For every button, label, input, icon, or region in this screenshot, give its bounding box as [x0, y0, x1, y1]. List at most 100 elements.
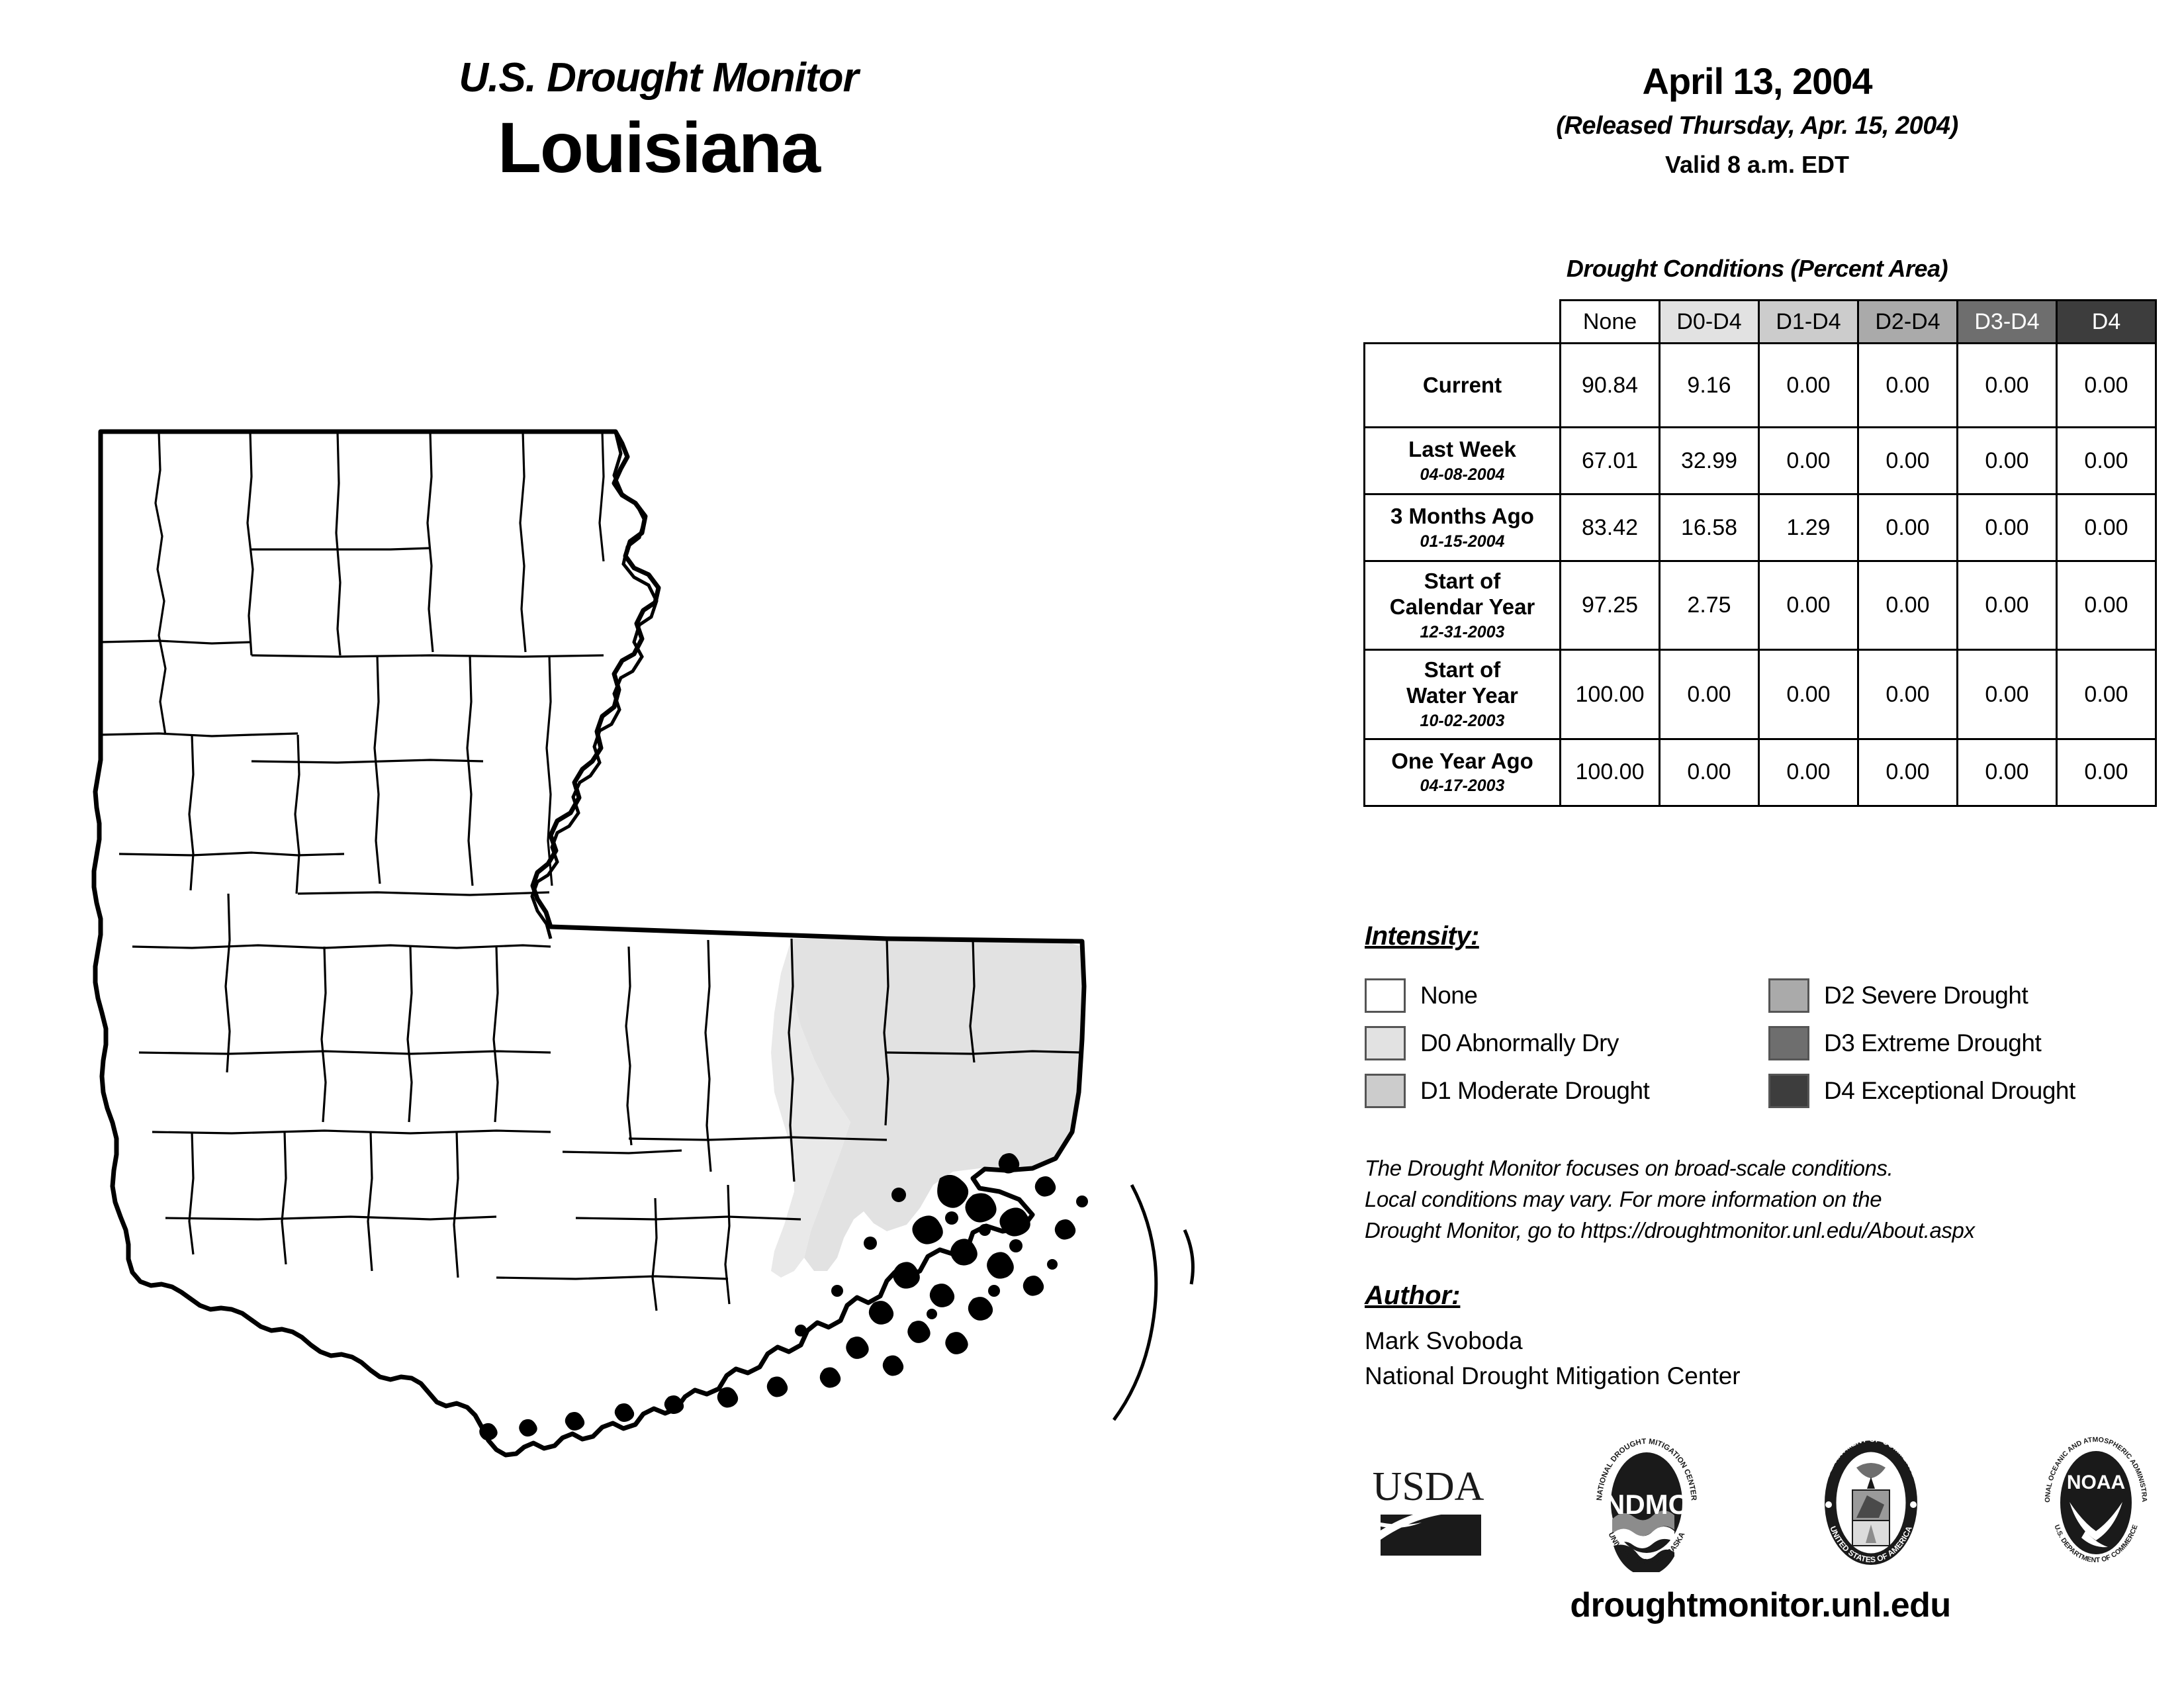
cell-1yr-none: 100.00	[1559, 737, 1661, 807]
cell-3mo-d1: 1.29	[1758, 493, 1859, 562]
cell-1yr-d3: 0.00	[1956, 737, 2058, 807]
author-name: Mark Svoboda	[1365, 1327, 1523, 1354]
legend-label-d2: D2 Severe Drought	[1824, 982, 2028, 1009]
cell-current-d4: 0.00	[2056, 342, 2157, 428]
cell-wy-d0: 0.00	[1659, 649, 1760, 740]
d0-drought-region	[771, 939, 1084, 1278]
swatch-d0-icon	[1365, 1026, 1406, 1060]
disclaimer-text: The Drought Monitor focuses on broad-sca…	[1365, 1153, 2179, 1246]
legend-label-none: None	[1420, 982, 1478, 1009]
map-panel: U.S. Drought Monitor Louisiana	[60, 55, 1317, 1463]
intensity-legend: None D2 Severe Drought D0 Abnormally Dry…	[1365, 972, 2172, 1115]
website-url: droughtmonitor.unl.edu	[1570, 1586, 1951, 1624]
disclaimer-line-1: The Drought Monitor focuses on broad-sca…	[1365, 1156, 1893, 1180]
cell-3mo-d0: 16.58	[1659, 493, 1760, 562]
col-header-d2-d4: D2-D4	[1857, 299, 1958, 344]
cell-last-week-d0: 32.99	[1659, 426, 1760, 495]
col-header-none: None	[1559, 299, 1661, 344]
row-label-start-water-year: Start of Water Year 10-02-2003	[1363, 649, 1561, 740]
legend-item-d2: D2 Severe Drought	[1768, 978, 2172, 1013]
col-header-d0-d4: D0-D4	[1659, 299, 1760, 344]
cell-1yr-d0: 0.00	[1659, 737, 1760, 807]
legend-label-d0: D0 Abnormally Dry	[1420, 1029, 1619, 1056]
swatch-d1-icon	[1365, 1074, 1406, 1108]
logo-row: USDA NDMC	[1370, 1427, 2164, 1576]
cell-cy-d1: 0.00	[1758, 559, 1859, 651]
cell-last-week-d1: 0.00	[1758, 426, 1859, 495]
usda-logo: USDA	[1370, 1443, 1489, 1566]
legend-item-d0: D0 Abnormally Dry	[1365, 1026, 1768, 1060]
table-corner-cell	[1365, 301, 1561, 344]
author-heading: Author:	[1365, 1281, 1461, 1310]
legend-item-d3: D3 Extreme Drought	[1768, 1026, 2172, 1060]
cell-last-week-d2: 0.00	[1857, 426, 1958, 495]
cell-3mo-d2: 0.00	[1857, 493, 1958, 562]
cell-3mo-d4: 0.00	[2056, 493, 2157, 562]
cell-current-d2: 0.00	[1857, 342, 1958, 428]
author-organization: National Drought Mitigation Center	[1365, 1362, 1741, 1389]
swatch-d3-icon	[1768, 1026, 1809, 1060]
col-header-d4: D4	[2056, 299, 2157, 344]
page-title: U.S. Drought Monitor	[459, 55, 858, 101]
row-label-3-months-ago: 3 Months Ago 01-15-2004	[1363, 493, 1561, 562]
cell-1yr-d2: 0.00	[1857, 737, 1958, 807]
disclaimer-line-3: Drought Monitor, go to https://droughtmo…	[1365, 1217, 1975, 1243]
cell-wy-none: 100.00	[1559, 649, 1661, 740]
cell-3mo-d3: 0.00	[1956, 493, 2058, 562]
table-row-current: Current 90.84 9.16 0.00 0.00 0.00 0.00	[1363, 342, 2157, 428]
table-row-3-months-ago: 3 Months Ago 01-15-2004 83.42 16.58 1.29…	[1363, 493, 2157, 562]
valid-date: April 13, 2004	[1642, 60, 1872, 102]
svg-text:NDMC: NDMC	[1605, 1489, 1688, 1520]
legend-label-d1: D1 Moderate Drought	[1420, 1077, 1650, 1104]
cell-last-week-none: 67.01	[1559, 426, 1661, 495]
cell-current-d0: 9.16	[1659, 342, 1760, 428]
table-caption: Drought Conditions (Percent Area)	[1566, 255, 1948, 282]
noaa-logo: NOAA NATIONAL OCEANIC AND ATMOSPHERIC AD…	[2026, 1427, 2164, 1575]
louisiana-map[interactable]	[60, 391, 1317, 1463]
barrier-islands	[1112, 1184, 1195, 1421]
table-row-one-year-ago: One Year Ago 04-17-2003 100.00 0.00 0.00…	[1363, 737, 2157, 807]
department-of-commerce-seal: DEPARTMENT OF COMMERCE UNITED STATES OF …	[1805, 1433, 1937, 1575]
row-label-current: Current	[1363, 342, 1561, 428]
svg-text:NOAA: NOAA	[2067, 1472, 2125, 1493]
valid-time: Valid 8 a.m. EDT	[1664, 151, 1850, 178]
legend-item-none: None	[1365, 978, 1768, 1013]
table-header-row: None D0-D4 D1-D4 D2-D4 D3-D4 D4	[1365, 299, 2157, 344]
cell-cy-d4: 0.00	[2056, 559, 2157, 651]
parish-boundaries	[100, 431, 1083, 1311]
cell-current-d1: 0.00	[1758, 342, 1859, 428]
release-date: (Released Thursday, Apr. 15, 2004)	[1556, 112, 1958, 140]
cell-1yr-d1: 0.00	[1758, 737, 1859, 807]
table-row-start-water-year: Start of Water Year 10-02-2003 100.00 0.…	[1363, 649, 2157, 740]
swatch-d4-icon	[1768, 1074, 1809, 1108]
state-title: Louisiana	[497, 107, 821, 188]
legend-item-d4: D4 Exceptional Drought	[1768, 1074, 2172, 1108]
swatch-none-icon	[1365, 978, 1406, 1013]
table-row-last-week: Last Week 04-08-2004 67.01 32.99 0.00 0.…	[1363, 426, 2157, 495]
drought-conditions-table: None D0-D4 D1-D4 D2-D4 D3-D4 D4 Current …	[1363, 299, 2157, 807]
cell-current-none: 90.84	[1559, 342, 1661, 428]
cell-current-d3: 0.00	[1956, 342, 2058, 428]
legend-label-d3: D3 Extreme Drought	[1824, 1029, 2042, 1056]
disclaimer-line-2: Local conditions may vary. For more info…	[1365, 1186, 1882, 1211]
cell-wy-d2: 0.00	[1857, 649, 1958, 740]
table-row-start-calendar-year: Start of Calendar Year 12-31-2003 97.25 …	[1363, 559, 2157, 651]
cell-wy-d4: 0.00	[2056, 649, 2157, 740]
legend-label-d4: D4 Exceptional Drought	[1824, 1077, 2075, 1104]
legend-item-d1: D1 Moderate Drought	[1365, 1074, 1768, 1108]
svg-text:USDA: USDA	[1373, 1464, 1484, 1509]
intensity-heading: Intensity:	[1365, 921, 1479, 951]
date-block: April 13, 2004 (Released Thursday, Apr. …	[1350, 60, 2164, 179]
coastal-marsh-detail	[479, 1152, 1088, 1441]
cell-last-week-d3: 0.00	[1956, 426, 2058, 495]
state-outline	[91, 429, 1087, 1458]
row-label-last-week: Last Week 04-08-2004	[1363, 426, 1561, 495]
cell-cy-d2: 0.00	[1857, 559, 1958, 651]
ndmc-logo: NDMC NATIONAL DROUGHT MITIGATION CENTER …	[1580, 1433, 1713, 1576]
mississippi-river-boundary	[530, 431, 659, 939]
cell-1yr-d4: 0.00	[2056, 737, 2157, 807]
cell-wy-d3: 0.00	[1956, 649, 2058, 740]
row-label-start-calendar-year: Start of Calendar Year 12-31-2003	[1363, 559, 1561, 651]
swatch-d2-icon	[1768, 978, 1809, 1013]
